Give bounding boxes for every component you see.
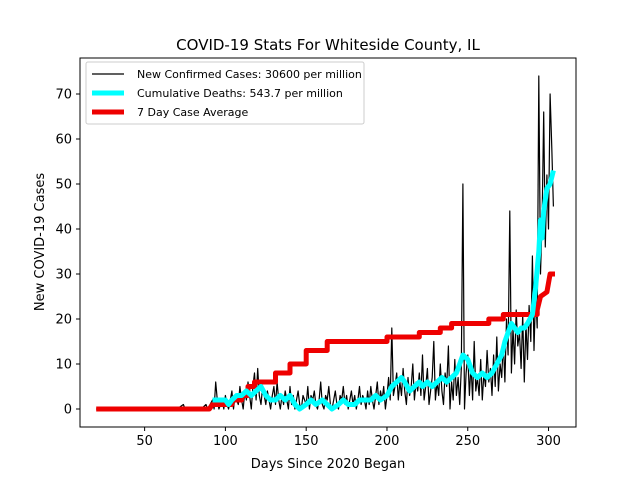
x-tick-label: 300 (536, 434, 561, 449)
chart-title: COVID-19 Stats For Whiteside County, IL (176, 36, 480, 54)
legend: New Confirmed Cases: 30600 per million Cu… (85, 61, 365, 125)
y-tick-label: 20 (55, 313, 72, 328)
y-tick-label: 30 (55, 268, 72, 283)
x-tick-label: 250 (455, 434, 480, 449)
y-tick-label: 70 (55, 88, 72, 103)
x-tick-label: 150 (294, 434, 319, 449)
legend-label-1: Cumulative Deaths: 543.7 per million (137, 87, 343, 100)
y-tick-label: 10 (55, 358, 72, 373)
legend-label-0: New Confirmed Cases: 30600 per million (137, 68, 362, 81)
plot-frame (79, 57, 577, 428)
y-tick-label: 60 (55, 133, 72, 148)
x-axis-label: Days Since 2020 Began (251, 457, 406, 472)
y-tick-label: 40 (55, 223, 72, 238)
plot-area (96, 75, 556, 412)
x-tick-label: 100 (213, 434, 238, 449)
legend-label-2: 7 Day Case Average (137, 106, 249, 119)
legend-box (85, 61, 365, 125)
x-axis: 50 100 150 200 250 300 (136, 427, 561, 449)
y-axis: 0 10 20 30 40 50 60 70 (55, 88, 80, 418)
y-axis-label: New COVID-19 Cases (33, 173, 48, 311)
y-tick-label: 50 (55, 178, 72, 193)
x-tick-label: 50 (136, 434, 153, 449)
x-tick-label: 200 (375, 434, 400, 449)
y-tick-label: 0 (64, 403, 72, 418)
series-line-1 (212, 169, 556, 412)
